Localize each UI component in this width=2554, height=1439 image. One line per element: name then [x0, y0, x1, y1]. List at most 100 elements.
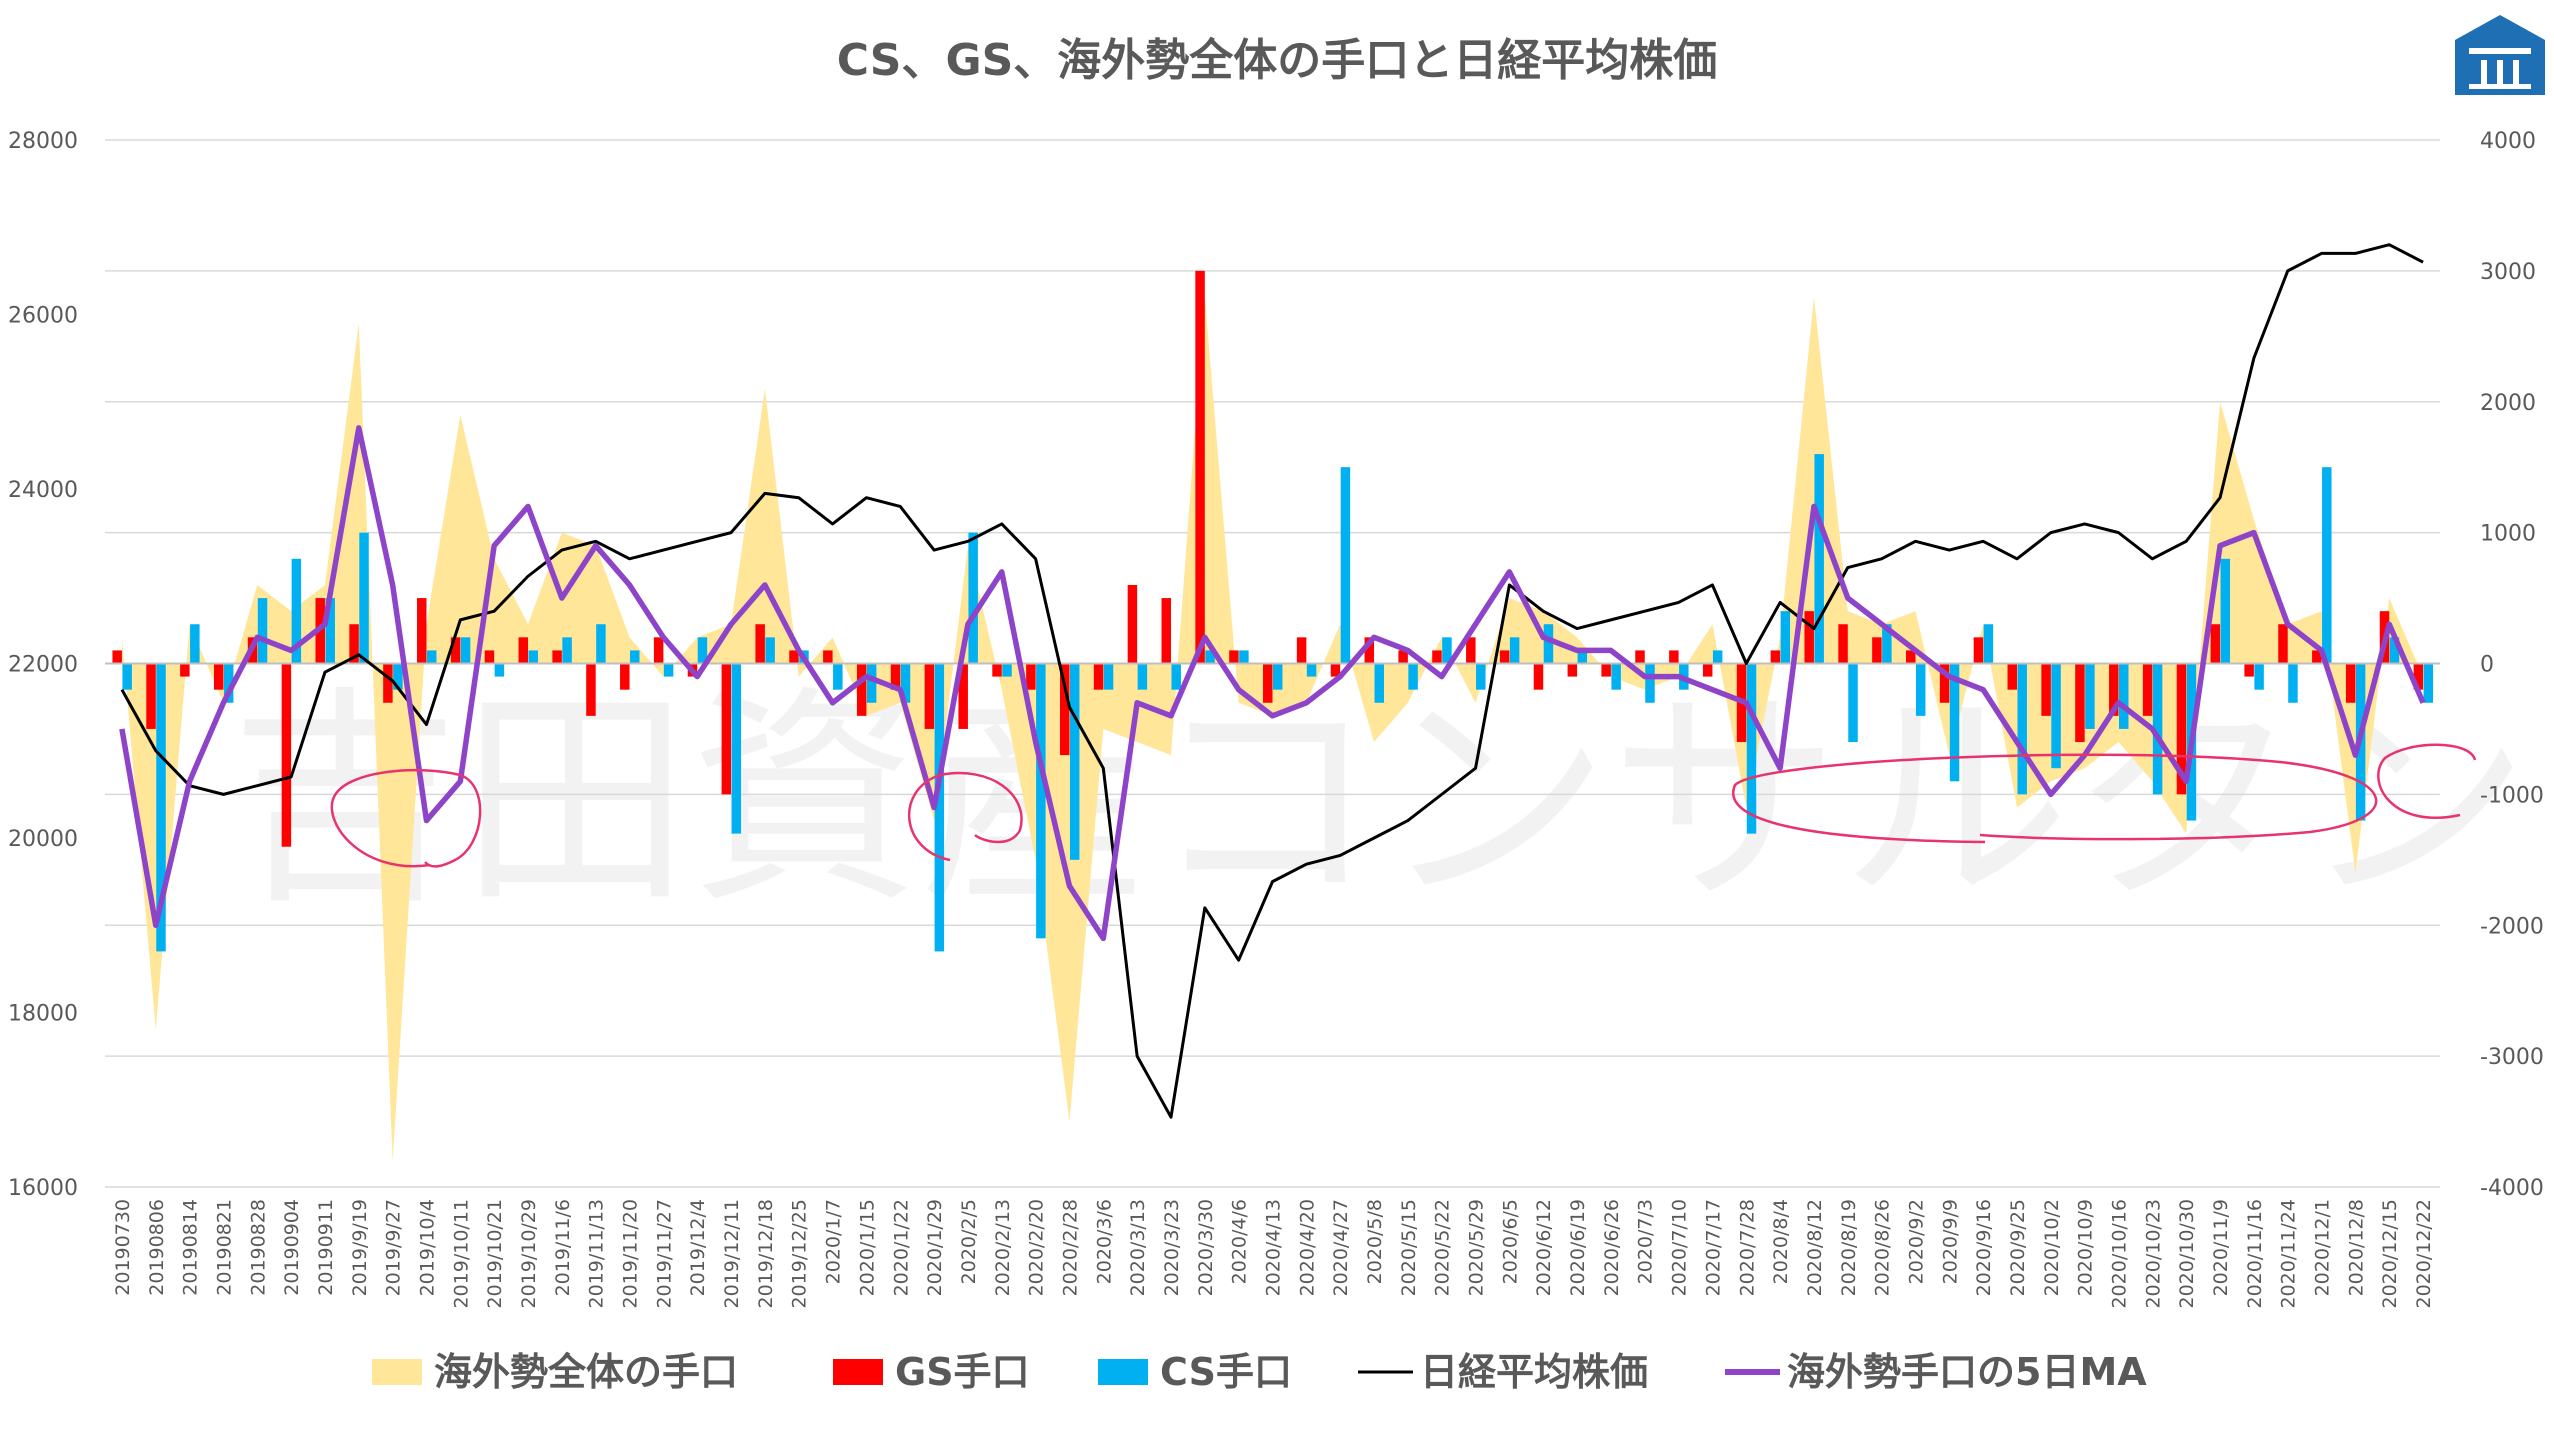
- annotation-circles: [330, 743, 2477, 868]
- bar-gs: [484, 650, 495, 664]
- bar-gs: [1601, 663, 1611, 677]
- y-left-tick-label: 20000: [8, 827, 78, 852]
- bar-cs: [2254, 663, 2264, 690]
- bar-gs: [1838, 624, 1848, 664]
- x-tick-label: 2020/2/28: [1059, 1199, 1081, 1296]
- x-tick-label: 2020/12/22: [2413, 1199, 2435, 1309]
- bar-gs: [2007, 663, 2017, 690]
- legend-label: 海外勢手口の5日MA: [1787, 1350, 2147, 1394]
- x-tick-label: 2020/3/6: [1093, 1199, 1115, 1284]
- bar-gs: [2413, 663, 2424, 690]
- bar-gs: [1702, 663, 1713, 677]
- x-tick-label: 2020/5/8: [1364, 1199, 1386, 1284]
- bar-gs: [721, 663, 732, 795]
- bar-cs: [1949, 663, 1960, 782]
- bar-cs: [2017, 663, 2027, 795]
- bar-cs: [1137, 663, 1148, 690]
- bar-cs: [2152, 663, 2163, 795]
- bar-cs: [562, 637, 572, 664]
- x-tick-label: 2020/1/22: [890, 1199, 912, 1296]
- bar-gs: [856, 663, 867, 716]
- y-right-tick-label: 1000: [2480, 522, 2536, 547]
- bar-gs: [1229, 650, 1239, 664]
- bar-gs: [1059, 663, 1070, 756]
- bar-gs: [1195, 270, 1205, 664]
- bar-gs: [2345, 663, 2356, 703]
- bar-cs: [1882, 624, 1892, 664]
- x-tick-label: 2019/10/4: [416, 1199, 438, 1296]
- bar-gs: [1432, 650, 1442, 664]
- x-tick-label: 2020/12/1: [2312, 1199, 2334, 1296]
- legend-label: CS手口: [1160, 1350, 1292, 1394]
- bar-gs: [2210, 624, 2221, 664]
- bar-cs: [122, 663, 132, 690]
- bar-gs: [586, 663, 596, 716]
- bar-gs: [112, 650, 122, 664]
- y-axis-left: 16000 18000 20000 22000 24000 26000 28000: [8, 129, 78, 1201]
- bar-gs: [1905, 650, 1916, 664]
- x-tick-label: 2019/11/27: [653, 1199, 675, 1309]
- bar-cs: [866, 663, 877, 703]
- x-tick-label: 2019/10/11: [450, 1199, 472, 1309]
- x-tick-label: 2020/10/2: [2041, 1199, 2063, 1296]
- bar-gs: [789, 650, 799, 664]
- y-right-tick-label: -3000: [2480, 1045, 2544, 1070]
- x-tick-label: 2020/10/16: [2109, 1199, 2131, 1309]
- bar-gs: [1263, 663, 1273, 703]
- bar-cs: [2051, 663, 2061, 769]
- y-left-tick-label: 16000: [8, 1176, 78, 1201]
- bar-gs: [213, 663, 224, 690]
- y-left-tick-label: 22000: [8, 653, 78, 678]
- x-tick-label: 20190814: [180, 1199, 202, 1296]
- y-right-tick-label: 0: [2480, 653, 2494, 678]
- bar-cs: [833, 663, 843, 690]
- x-axis: 20190730 20190806 20190814 20190821 20190828…: [112, 1199, 2435, 1309]
- bar-gs: [1939, 663, 1950, 703]
- x-tick-label: 2020/12/8: [2345, 1199, 2367, 1296]
- bar-cs: [2288, 663, 2298, 703]
- bar-gs: [2244, 663, 2254, 677]
- x-tick-label: 2020/6/12: [1533, 1199, 1555, 1296]
- bar-cs: [156, 663, 166, 952]
- bar-gs: [653, 637, 664, 664]
- bar-cs: [1476, 663, 1486, 690]
- y-right-tick-label: -1000: [2480, 783, 2544, 808]
- bar-gs: [180, 663, 190, 677]
- line-nikkei: [120, 243, 2424, 1119]
- bar-cs: [1036, 663, 1046, 939]
- bar-gs: [1161, 598, 1171, 664]
- bar-gs: [1093, 663, 1104, 690]
- x-tick-label: 20190904: [281, 1199, 303, 1296]
- bar-gs: [924, 663, 935, 729]
- bar-gs: [2312, 650, 2322, 664]
- bar-gs: [823, 650, 833, 664]
- bar-gs: [1533, 663, 1544, 690]
- x-tick-label: 2020/6/19: [1567, 1199, 1589, 1296]
- bar-cs: [528, 650, 538, 664]
- x-tick-label: 2020/8/19: [1838, 1199, 1860, 1296]
- x-tick-label: 2020/11/16: [2244, 1199, 2266, 1309]
- bar-cs: [663, 663, 674, 677]
- x-tick-label: 2019/9/27: [383, 1199, 405, 1296]
- bar-cs: [1171, 663, 1181, 690]
- x-tick-label: 2020/5/15: [1398, 1199, 1420, 1296]
- x-tick-label: 20190730: [112, 1199, 134, 1296]
- bar-gs: [146, 663, 156, 729]
- bar-gs: [2176, 663, 2187, 795]
- x-tick-label: 2020/7/28: [1736, 1199, 1758, 1296]
- annotation-circle: [1732, 753, 2378, 844]
- bar-gs: [992, 663, 1002, 677]
- bar-cs: [1442, 637, 1452, 664]
- x-tick-label: 2020/9/2: [1905, 1199, 1927, 1284]
- bar-cs: [223, 663, 234, 703]
- x-tick-label: 2020/5/29: [1466, 1199, 1488, 1296]
- bar-gs: [1127, 584, 1138, 664]
- bar-gs: [2278, 624, 2288, 664]
- bar-gs: [450, 637, 461, 664]
- bar-cs: [2322, 467, 2332, 664]
- x-tick-label: 2019/10/21: [484, 1199, 506, 1309]
- bar-gs: [1499, 650, 1510, 664]
- bar-cs: [426, 650, 437, 664]
- x-tick-label: 2020/4/6: [1229, 1199, 1251, 1284]
- x-tick-label: 2020/11/9: [2210, 1199, 2232, 1296]
